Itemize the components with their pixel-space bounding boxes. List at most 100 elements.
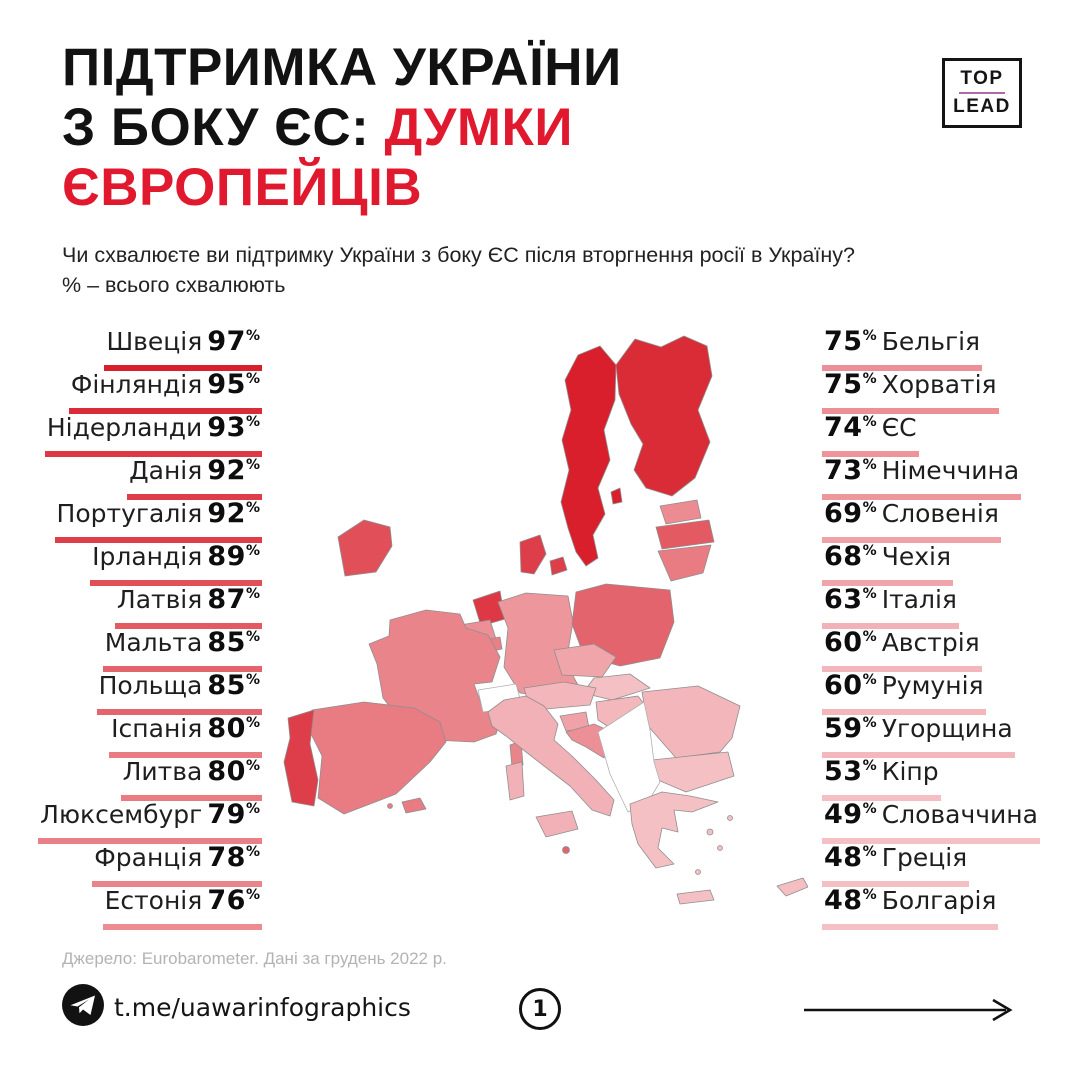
map-country-romania <box>641 685 741 759</box>
country-name: Греція <box>881 843 968 872</box>
percent-sign: % <box>862 758 877 774</box>
percent-sign: % <box>245 887 260 903</box>
country-name: Латвія <box>116 585 203 614</box>
percent-sign: % <box>862 457 877 473</box>
country-percent: 75 <box>824 369 863 400</box>
country-stat: 68% Чехія <box>822 538 1062 586</box>
map-island-aegean4 <box>727 815 733 821</box>
country-percent: 68 <box>824 541 863 572</box>
map-country-finland <box>615 335 713 497</box>
percent-sign: % <box>245 543 260 559</box>
map-country-greece <box>629 791 719 869</box>
country-name: Німеччина <box>881 456 1020 485</box>
country-name: Франція <box>94 843 203 872</box>
country-percent: 80 <box>207 756 246 787</box>
map-country-ireland <box>337 519 393 577</box>
country-name: Болгарія <box>881 886 997 915</box>
percent-sign: % <box>245 844 260 860</box>
country-percent: 95 <box>207 369 246 400</box>
map-country-estonia <box>659 499 702 525</box>
country-stat: Латвія 87% <box>10 581 262 629</box>
telegram-url[interactable]: t.me/uawarinfographics <box>114 993 411 1022</box>
percent-sign: % <box>245 371 260 387</box>
map-region-western-balkans <box>597 701 661 813</box>
country-name: Швеція <box>106 327 203 356</box>
country-percent: 97 <box>207 326 246 357</box>
telegram-icon[interactable] <box>62 984 104 1026</box>
percent-sign: % <box>245 414 260 430</box>
country-percent: 85 <box>207 627 246 658</box>
percent-sign: % <box>245 457 260 473</box>
country-stat: Португалія 92% <box>10 495 262 543</box>
country-stat: 60% Румунія <box>822 667 1062 715</box>
country-percent: 60 <box>824 670 863 701</box>
country-list-left: Швеція 97% Фінляндія 95% Нідерланди 93% Дан… <box>10 323 262 930</box>
country-stat: Данія 92% <box>10 452 262 500</box>
country-percent: 78 <box>207 842 246 873</box>
country-percent: 69 <box>824 498 863 529</box>
country-name: Італія <box>881 585 957 614</box>
europe-map-svg <box>283 335 809 905</box>
country-percent: 92 <box>207 498 246 529</box>
country-stat: Фінляндія 95% <box>10 366 262 414</box>
percent-sign: % <box>245 758 260 774</box>
map-country-sweden <box>560 345 617 567</box>
country-stat: 48% Греція <box>822 839 1062 887</box>
map-country-spain <box>309 701 447 815</box>
country-name: Словенія <box>881 499 999 528</box>
map-island-sardinia <box>505 761 525 801</box>
country-stat: Ірландія 89% <box>10 538 262 586</box>
country-name: Кіпр <box>881 757 939 786</box>
country-percent: 89 <box>207 541 246 572</box>
country-percent: 85 <box>207 670 246 701</box>
map-island-aegean1 <box>706 828 714 836</box>
country-stat: Польща 85% <box>10 667 262 715</box>
country-stat: Нідерланди 93% <box>10 409 262 457</box>
country-name: Австрія <box>881 628 980 657</box>
country-name: Чехія <box>881 542 952 571</box>
country-percent: 60 <box>824 627 863 658</box>
map-country-denmark <box>519 534 547 575</box>
country-percent: 59 <box>824 713 863 744</box>
country-percent: 49 <box>824 799 863 830</box>
logo-lead-text: LEAD <box>953 96 1011 117</box>
map-country-latvia <box>655 519 715 550</box>
country-stat: 60% Австрія <box>822 624 1062 672</box>
country-percent: 92 <box>207 455 246 486</box>
country-stat: 74% ЄС <box>822 409 1062 457</box>
country-percent: 48 <box>824 885 863 916</box>
next-arrow[interactable] <box>800 996 1018 1028</box>
country-name: Естонія <box>104 886 203 915</box>
percent-sign: % <box>862 500 877 516</box>
country-name: Ірландія <box>92 542 203 571</box>
percent-sign: % <box>245 586 260 602</box>
country-percent: 87 <box>207 584 246 615</box>
country-stat: 49% Словаччина <box>822 796 1062 844</box>
percent-sign: % <box>245 672 260 688</box>
map-country-lithuania <box>657 544 712 582</box>
country-percent: 80 <box>207 713 246 744</box>
country-percent: 93 <box>207 412 246 443</box>
country-stat: 59% Угорщина <box>822 710 1062 758</box>
country-stat: Люксембург 79% <box>10 796 262 844</box>
map-country-cyprus <box>776 877 809 897</box>
source-note: Джерело: Eurobarometer. Дані за грудень … <box>62 949 447 968</box>
country-stat: 63% Італія <box>822 581 1062 629</box>
percent-sign: % <box>245 500 260 516</box>
survey-question: Чи схвалюєте ви підтримку України з боку… <box>62 240 855 300</box>
map-island-crete <box>676 889 715 905</box>
percent-sign: % <box>862 414 877 430</box>
map-country-malta <box>562 846 570 854</box>
map-country-italy <box>487 695 615 817</box>
percent-sign: % <box>245 801 260 817</box>
country-percent: 79 <box>207 799 246 830</box>
country-stat: 48% Болгарія <box>822 882 1062 930</box>
question-line2: % – всього схвалюють <box>62 273 286 297</box>
country-name: Данія <box>129 456 203 485</box>
percent-sign: % <box>245 629 260 645</box>
percent-sign: % <box>862 371 877 387</box>
country-stat: 53% Кіпр <box>822 753 1062 801</box>
title-line3: ЄВРОПЕЙЦІВ <box>62 158 423 217</box>
percent-sign: % <box>862 543 877 559</box>
